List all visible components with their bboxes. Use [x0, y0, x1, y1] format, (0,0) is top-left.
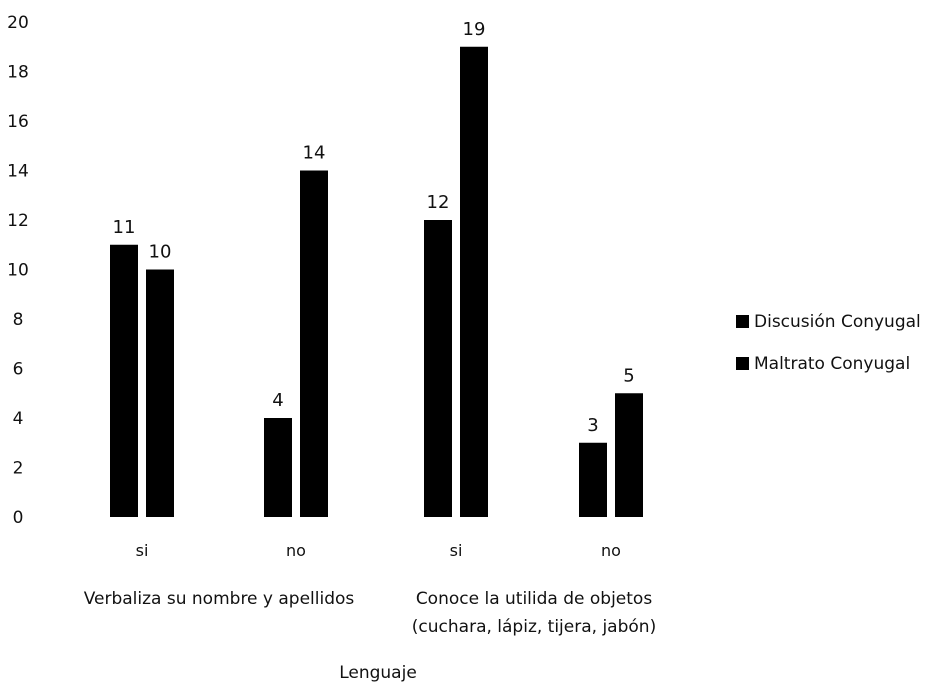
bar-s0-c1	[264, 418, 292, 517]
bar-s0-c3	[579, 442, 607, 517]
y-tick-label-3: 6	[13, 360, 24, 380]
legend-label-0: Discusión Conyugal	[754, 312, 921, 332]
category-label-3: no	[601, 541, 621, 560]
y-tick-label-5: 10	[7, 261, 29, 281]
group-label-1-line-0: Conoce la utilida de objetos	[416, 589, 653, 609]
data-label-s0-c2: 12	[427, 192, 450, 213]
bar-s1-c3	[615, 393, 643, 517]
data-labels: 11 4 12 3 10 14 19 5	[113, 19, 635, 436]
data-label-s0-c3: 3	[587, 415, 598, 436]
bar-s1-c0	[146, 269, 174, 517]
category-label-0: si	[136, 541, 149, 560]
legend-swatch-0	[736, 315, 749, 328]
data-label-s1-c1: 14	[303, 143, 326, 164]
data-label-s1-c3: 5	[623, 365, 634, 386]
category-label-2: si	[450, 541, 463, 560]
y-tick-label-8: 16	[7, 112, 29, 132]
y-tick-label-2: 4	[13, 409, 24, 429]
legend-label-1: Maltrato Conyugal	[754, 354, 910, 374]
data-label-s0-c0: 11	[113, 217, 136, 238]
legend: Discusión Conyugal Maltrato Conyugal	[736, 312, 921, 374]
data-label-s0-c1: 4	[272, 390, 283, 411]
y-tick-label-9: 18	[7, 63, 29, 83]
y-tick-label-10: 20	[7, 13, 29, 33]
bar-s0-c0	[110, 244, 138, 517]
y-tick-label-7: 14	[7, 162, 29, 182]
bar-s1-c1	[300, 170, 328, 517]
data-label-s1-c2: 19	[463, 19, 486, 40]
y-tick-label-0: 0	[13, 508, 24, 528]
y-tick-label-6: 12	[7, 211, 29, 231]
y-tick-label-4: 8	[13, 310, 24, 330]
bar-s0-c2	[424, 220, 452, 517]
group-label-1-line-1: (cuchara, lápiz, tijera, jabón)	[412, 617, 656, 637]
bars	[110, 46, 643, 517]
bar-s1-c2	[460, 46, 488, 517]
legend-swatch-1	[736, 357, 749, 370]
data-label-s1-c0: 10	[149, 242, 172, 263]
group-labels: Verbaliza su nombre y apellidos Conoce la…	[84, 589, 656, 637]
category-labels: si no si no	[136, 541, 621, 560]
x-axis-title: Lenguaje	[339, 663, 417, 683]
group-label-0-line-0: Verbaliza su nombre y apellidos	[84, 589, 355, 609]
y-tick-label-1: 2	[13, 459, 24, 479]
category-label-1: no	[286, 541, 306, 560]
y-axis-ticks: 0 2 4 6 8 10 12 14 16 18 20	[7, 13, 29, 528]
